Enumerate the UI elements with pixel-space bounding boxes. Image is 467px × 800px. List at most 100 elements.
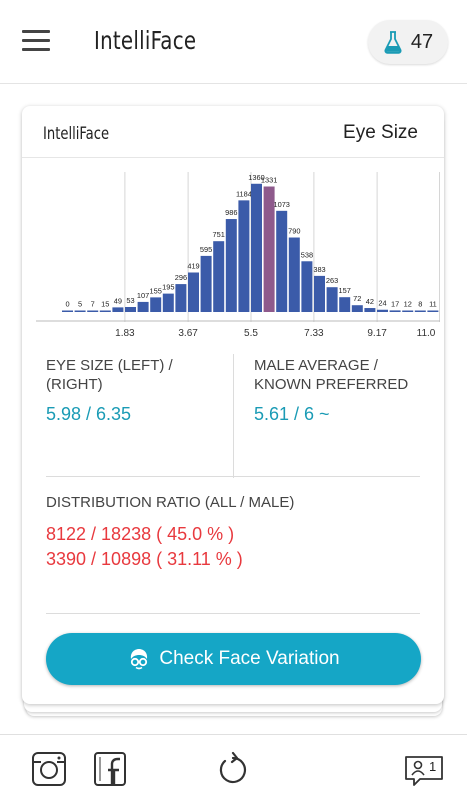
hamburger-menu-icon[interactable]: [22, 30, 50, 54]
eye-size-value: 5.98 / 6.35: [46, 404, 132, 424]
bar-value-label: 49: [114, 296, 122, 305]
distribution-ratio-label: DISTRIBUTION RATIO (ALL / MALE): [46, 494, 295, 511]
bar-value-label: 8: [418, 300, 422, 309]
bar-value-label: 107: [137, 291, 149, 300]
bar-value-label: 296: [175, 273, 187, 282]
histogram-bar: [213, 241, 225, 312]
bar-value-label: 12: [404, 300, 412, 309]
bar-value-label: 72: [353, 294, 361, 303]
bar-value-label: 383: [313, 265, 325, 274]
bar-value-label: 53: [126, 296, 134, 305]
eye-size-card: IntelliFace Eye Size 1.83 3.67 5.5 7.33 9.17…: [22, 106, 444, 704]
male-average-label-line1: MALE AVERAGE /: [254, 357, 378, 374]
bar-value-label: 11: [429, 300, 437, 309]
histogram-bar: [238, 200, 250, 312]
histogram-bar: [427, 310, 439, 312]
male-average-value: 5.61 / 6 ~: [254, 404, 330, 424]
eye-size-label-line2: (RIGHT): [46, 376, 103, 393]
instagram-icon[interactable]: [31, 751, 67, 787]
histogram-bar: [251, 183, 262, 312]
bar-value-label: 538: [301, 250, 313, 259]
x-tick-label: 11.0: [417, 328, 436, 339]
bar-value-label: 790: [288, 227, 300, 236]
card-title: Eye Size: [343, 122, 418, 143]
histogram-bar: [112, 307, 124, 312]
x-tick-label: 9.17: [367, 328, 387, 339]
eye-size-label: EYE SIZE (LEFT) / (RIGHT): [46, 356, 173, 394]
bar-value-label: 1184: [236, 189, 252, 198]
x-tick-label: 3.67: [178, 328, 198, 339]
histogram-bar: [74, 310, 86, 312]
histogram-bar: [339, 297, 351, 312]
bar-value-label: 15: [101, 300, 109, 309]
x-tick-label: 7.33: [304, 328, 324, 339]
bar-value-label: 595: [200, 245, 212, 254]
facebook-icon[interactable]: [93, 751, 127, 787]
histogram-bar: [125, 307, 136, 312]
histogram-bar: [288, 237, 300, 312]
user-messages-button[interactable]: 1: [404, 755, 444, 787]
eye-size-label-line1: EYE SIZE (LEFT) /: [46, 357, 173, 374]
credits-count: 47: [410, 30, 434, 53]
histogram-bar: [99, 310, 111, 312]
bar-value-label: 195: [162, 283, 174, 292]
bar-value-label: 155: [150, 286, 162, 295]
bar-value-label: 751: [213, 230, 225, 239]
check-face-variation-label: Check Face Variation: [159, 648, 340, 669]
histogram-bar: [175, 284, 187, 312]
refresh-icon[interactable]: [216, 751, 250, 787]
bar-value-label: 7: [91, 300, 95, 309]
face-glasses-icon: [131, 649, 148, 670]
histogram-bar: [326, 287, 338, 312]
histogram-bar: [263, 186, 275, 312]
section-divider: [46, 613, 420, 614]
user-chat-icon: [405, 756, 443, 786]
distribution-ratio-male: 3390 / 10898 ( 31.11 % ): [46, 549, 243, 569]
bar-value-label: 419: [187, 261, 199, 270]
histogram-bar: [162, 293, 174, 312]
card-logo: IntelliFace: [43, 124, 110, 144]
section-divider: [46, 476, 420, 477]
bar-value-label: 1073: [273, 200, 289, 209]
bar-value-label: 5: [78, 300, 82, 309]
bar-value-label: 17: [391, 299, 399, 308]
histogram-bar: [137, 301, 149, 312]
histogram-bar: [225, 219, 237, 312]
flask-icon: [384, 31, 402, 54]
bar-value-label: 986: [225, 208, 237, 217]
histogram-bar: [200, 255, 212, 312]
histogram-bar: [276, 210, 288, 312]
bottom-bar: 1: [0, 734, 467, 800]
bar-value-label: 263: [326, 276, 338, 285]
histogram-bar: [402, 310, 414, 312]
histogram-bar: [314, 275, 325, 312]
x-tick-label: 5.5: [244, 328, 258, 339]
bar-value-label: 24: [378, 299, 386, 308]
bar-value-label: 157: [339, 286, 351, 295]
histogram-bar: [414, 310, 426, 312]
histogram-bar: [87, 310, 99, 312]
bar-value-label: 1331: [261, 176, 277, 185]
card-header: IntelliFace Eye Size: [22, 106, 444, 158]
histogram-bar: [351, 305, 363, 312]
top-app-bar: IntelliFace 47: [0, 0, 467, 84]
male-average-label-line2: KNOWN PREFERRED: [254, 376, 409, 393]
male-average-label: MALE AVERAGE / KNOWN PREFERRED: [254, 356, 408, 394]
bar-value-label: 0: [65, 300, 69, 309]
app-title: IntelliFace: [94, 26, 197, 55]
bar-value-label: 1360: [248, 173, 264, 182]
histogram-bar: [377, 309, 388, 312]
check-face-variation-button[interactable]: Check Face Variation: [46, 633, 421, 685]
histogram-bar: [188, 272, 199, 312]
x-tick-label: 1.83: [115, 328, 135, 339]
histogram-bar: [301, 261, 313, 312]
bar-value-label: 42: [366, 297, 374, 306]
distribution-ratio-all: 8122 / 18238 ( 45.0 % ): [46, 524, 235, 544]
histogram-bar: [389, 310, 401, 312]
credits-button[interactable]: 47: [368, 20, 448, 64]
histogram-bar: [150, 297, 162, 312]
stats-divider: [233, 354, 234, 478]
histogram-bar: [364, 308, 376, 312]
